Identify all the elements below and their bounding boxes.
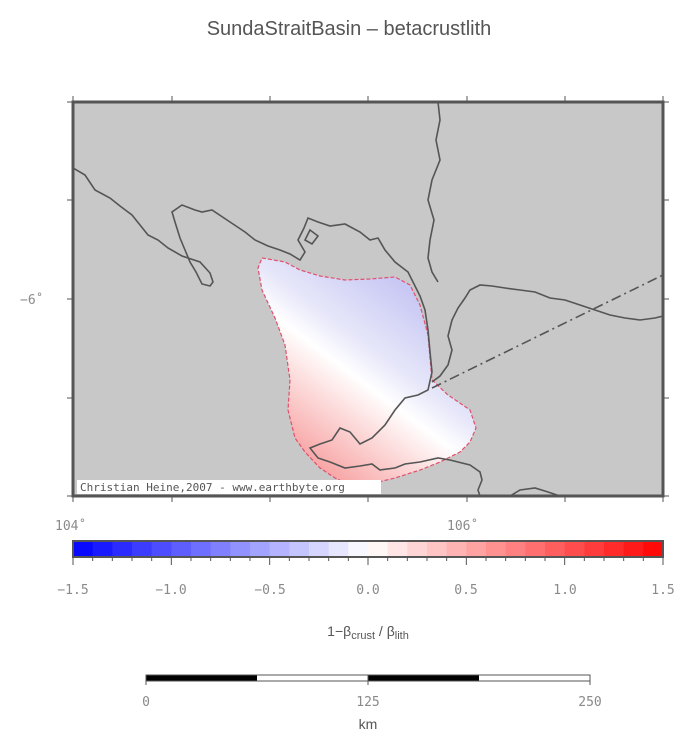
colorbar-cell: [171, 541, 192, 557]
cbar-tick-label: 0.0: [356, 583, 379, 598]
colorbar-cell: [112, 541, 133, 557]
colorbar-cell: [230, 541, 251, 557]
colorbar-cell: [623, 541, 644, 557]
map-title: SundaStraitBasin – betacrustlith: [206, 18, 492, 40]
colorbar-cell: [210, 541, 231, 557]
basin-polygon: [257, 257, 477, 486]
colorbar-cell: [604, 541, 625, 557]
scale-bar: [145, 674, 591, 685]
scale-tick-250: 250: [578, 695, 601, 710]
colorbar-cell: [486, 541, 507, 557]
cbar-tick-label: −1.0: [155, 583, 186, 598]
colorbar-cell: [328, 541, 349, 557]
colorbar-ticks: [72, 557, 664, 565]
colorbar-cell: [387, 541, 408, 557]
coastlines: [73, 102, 663, 496]
lon-label-104: 104˚: [55, 518, 86, 534]
lon-label-106: 106˚: [447, 518, 478, 534]
colorbar-label: 1−βcrust / βlith: [327, 623, 409, 642]
colorbar-cell: [250, 541, 271, 557]
colorbar-cell: [269, 541, 290, 557]
map-content: [73, 102, 663, 496]
colorbar-cell: [309, 541, 330, 557]
colorbar: [73, 541, 664, 557]
fault-line: [431, 274, 663, 389]
colorbar-cell: [289, 541, 310, 557]
colorbar-cell: [505, 541, 526, 557]
colorbar-cell: [643, 541, 664, 557]
colorbar-cell: [525, 541, 546, 557]
credit-text: Christian Heine,2007 - www.earthbyte.org: [80, 481, 345, 494]
colorbar-cell: [191, 541, 212, 557]
scale-unit: km: [359, 716, 378, 732]
colorbar-cell: [73, 541, 94, 557]
colorbar-cell: [368, 541, 389, 557]
map-ticks: [67, 96, 669, 502]
colorbar-tick-labels: −1.5 −1.0 −0.5 0.0 0.5 1.0 1.5: [57, 583, 674, 598]
colorbar-cell: [151, 541, 172, 557]
colorbar-cell: [584, 541, 605, 557]
colorbar-cell: [132, 541, 153, 557]
cbar-tick-label: −1.5: [57, 583, 88, 598]
scale-tick-125: 125: [356, 695, 379, 710]
colorbar-cell: [466, 541, 487, 557]
cbar-tick-label: 1.0: [553, 583, 576, 598]
credit-box: [77, 480, 381, 494]
colorbar-cell: [427, 541, 448, 557]
lat-label: −6˚: [20, 292, 43, 308]
cbar-tick-label: −0.5: [254, 583, 285, 598]
cbar-tick-label: 1.5: [651, 583, 674, 598]
colorbar-cell: [92, 541, 113, 557]
colorbar-cell: [348, 541, 369, 557]
colorbar-cell: [545, 541, 566, 557]
cbar-tick-label: 0.5: [454, 583, 477, 598]
colorbar-cell: [564, 541, 585, 557]
colorbar-cell: [446, 541, 467, 557]
colorbar-cell: [407, 541, 428, 557]
scale-tick-0: 0: [142, 695, 150, 710]
